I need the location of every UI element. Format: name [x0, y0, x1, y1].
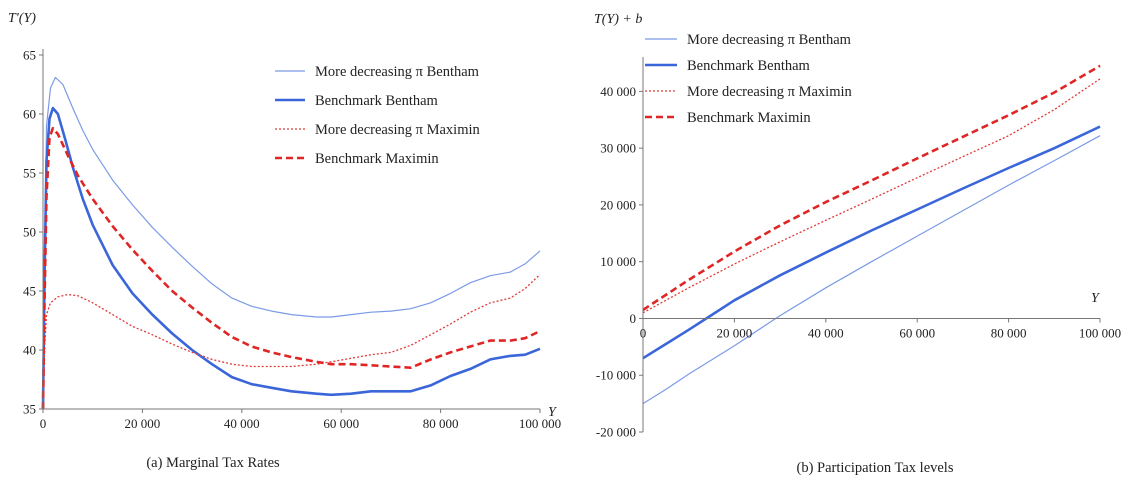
y-tick-label: 65 [23, 48, 36, 63]
y-tick-label: 40 000 [600, 84, 636, 99]
y-tick-label: 40 [23, 343, 36, 358]
series-line-4 [41, 126, 541, 410]
series-line-2 [41, 106, 541, 410]
x-axis-label: Y [548, 405, 558, 420]
legend-label: Benchmark Maximin [315, 151, 439, 167]
chart-title: (a) Marginal Tax Rates [146, 455, 280, 471]
series-line-3 [42, 274, 541, 410]
x-tick-label: 60 000 [323, 416, 359, 431]
x-tick-label: 60 000 [899, 325, 935, 340]
legend-label: More decreasing π Maximin [687, 84, 853, 100]
y-tick-label: 10 000 [600, 254, 636, 269]
x-tick-label: 20 000 [125, 416, 161, 431]
legend-label: Benchmark Bentham [315, 93, 439, 109]
y-tick-label: 50 [23, 225, 36, 240]
x-tick-label: 40 000 [808, 325, 844, 340]
series-line-1 [642, 135, 1101, 405]
x-axis-label: Y [1091, 291, 1101, 306]
chart-participation-tax-levels: -20 000 -10 000 0 10 000 20 000 30 000 40 000 0… [594, 12, 1121, 476]
y-axis-label: T(Y) + b [594, 12, 642, 27]
x-tick-label: 80 000 [991, 325, 1027, 340]
y-tick-label: 45 [23, 284, 36, 299]
legend-label: More decreasing π Bentham [315, 64, 480, 80]
series-line-1 [42, 76, 541, 410]
y-tick-label: 35 [23, 402, 36, 417]
y-tick-label: 0 [630, 311, 637, 326]
series-line-2 [642, 125, 1101, 360]
x-tick-label: 100 000 [1079, 325, 1121, 340]
chart-title: (b) Participation Tax levels [797, 460, 954, 476]
y-tick-label: 55 [23, 166, 36, 181]
legend-label: More decreasing π Bentham [687, 32, 852, 48]
x-tick-label: 0 [40, 416, 47, 431]
y-tick-label: -20 000 [596, 425, 636, 440]
legend-label: Benchmark Maximin [687, 110, 811, 126]
x-tick-label: 20 000 [717, 325, 753, 340]
y-tick-label: 30 000 [600, 141, 636, 156]
x-tick-label: 0 [640, 325, 647, 340]
y-axis-label: T'(Y) [8, 11, 36, 26]
series-line-4 [642, 64, 1101, 311]
y-tick-label: -10 000 [596, 368, 636, 383]
x-tick-label: 40 000 [224, 416, 260, 431]
x-tick-label: 80 000 [423, 416, 459, 431]
x-tick-label: 100 000 [519, 416, 561, 431]
y-tick-label: 20 000 [600, 197, 636, 212]
legend-label: Benchmark Bentham [687, 58, 811, 74]
y-tick-label: 60 [23, 107, 36, 122]
chart-marginal-tax-rates: 35 40 45 50 55 60 65 0 20 000 40 000 60 000 80 000 1… [8, 11, 561, 471]
legend-label: More decreasing π Maximin [315, 122, 481, 138]
